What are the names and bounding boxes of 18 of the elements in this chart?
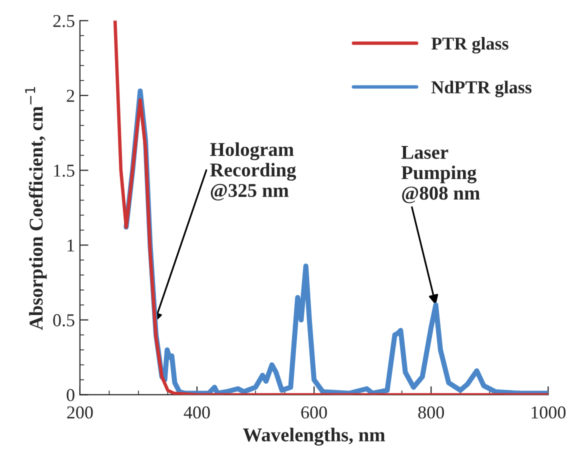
annotation: Laser Pumping @808 nm	[401, 146, 480, 204]
y-tick-label: 2	[66, 90, 74, 102]
x-tick-label: 200	[67, 406, 93, 419]
y-tick-label: 0	[66, 388, 74, 402]
y-axis-title: Absorption Coefficient, cm$^{−1}$	[25, 87, 47, 330]
y-tick-label: 1	[68, 239, 74, 252]
legend-label: PTR glass	[431, 37, 508, 54]
annotation: Hologram Recording @325 nm	[210, 142, 296, 201]
legend-label: NdPTR glass	[431, 80, 532, 98]
x-tick-label: 800	[418, 406, 444, 419]
y-tick-label: 2.5	[53, 14, 74, 28]
x-tick-label: 600	[301, 406, 327, 419]
y-tick-label: 0.5	[53, 314, 74, 326]
line-series	[113, 20, 548, 395]
x-tick-label: 1000	[532, 406, 566, 419]
y-tick-label: 1.5	[54, 164, 74, 177]
x-tick-label: 400	[184, 406, 210, 419]
x-axis-title: Wavelengths, nm	[243, 428, 386, 446]
